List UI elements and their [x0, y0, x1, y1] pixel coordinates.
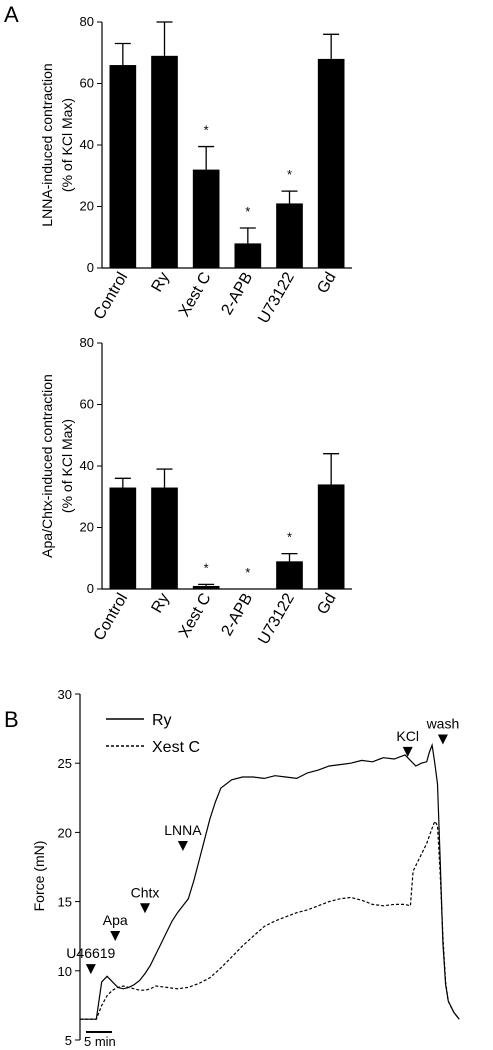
significance-marker: * [204, 123, 209, 138]
significance-marker: * [287, 530, 292, 545]
lnna-y-axis: 0 20 40 60 80 [80, 14, 352, 275]
apa-chtx-y-label-line2: (% of KCl Max) [59, 419, 75, 513]
force-traces [80, 742, 460, 1020]
annotation-arrow [177, 841, 188, 852]
annotation-label: LNNA [164, 822, 202, 838]
significance-marker: * [204, 560, 209, 575]
annotation-arrow [140, 903, 150, 914]
apa-chtx-y-label-line1: Apa/Chtx-induced contraction [39, 374, 55, 558]
annotation-label: U46619 [66, 945, 115, 961]
y-tick-label: 0 [87, 581, 94, 596]
scale-bar: 5 min [84, 1031, 116, 1049]
force-y-axis: 5 10 15 20 25 30 [58, 687, 81, 1048]
bar [276, 561, 303, 589]
bar [109, 487, 137, 589]
annotation-arrow [437, 734, 448, 745]
y-tick-label: 5 [65, 1033, 72, 1048]
y-tick-label: 40 [80, 458, 94, 473]
y-tick-label: 40 [80, 137, 94, 152]
lnna-bar-chart: 0 20 40 60 80 LNNA-induced contraction (% of… [39, 14, 352, 327]
bar [192, 169, 220, 268]
bar [234, 243, 262, 268]
annotation-arrow [402, 746, 413, 757]
panel-label-a: A [4, 2, 19, 27]
legend: Ry Xest C [106, 712, 200, 756]
y-tick-label: 60 [80, 397, 94, 412]
annotation-arrow [110, 930, 121, 941]
bar [192, 585, 220, 589]
significance-marker: * [245, 204, 250, 219]
annotation-label: Chtx [131, 884, 160, 900]
bar [317, 484, 345, 589]
category-label: Xest C [176, 270, 215, 320]
apa-chtx-bar-chart: 0 20 40 60 80 Apa/Chtx-induced contraction (… [39, 335, 352, 648]
trace-xest-c [80, 819, 460, 1020]
bar [151, 55, 178, 269]
scale-bar-label: 5 min [84, 1034, 116, 1049]
y-tick-label: 30 [58, 687, 72, 702]
force-y-label: Force (mN) [31, 841, 47, 912]
y-tick-label: 80 [80, 14, 94, 29]
y-tick-label: 20 [80, 199, 94, 214]
category-label: Ry [148, 591, 173, 616]
y-tick-label: 10 [58, 964, 72, 979]
panel-label-b: B [4, 707, 19, 732]
y-tick-label: 20 [80, 520, 94, 535]
bar [317, 58, 345, 269]
category-label: Xest C [176, 591, 215, 641]
y-tick-label: 80 [80, 335, 94, 350]
significance-marker: * [245, 565, 250, 580]
category-label: Ry [148, 270, 173, 295]
category-label: 2-APB [218, 270, 256, 319]
bar [109, 65, 137, 268]
annotation-label: KCl [396, 728, 419, 744]
legend-label-ry: Ry [152, 712, 172, 729]
apa-chtx-y-axis: 0 20 40 60 80 [80, 335, 352, 596]
annotation-arrow [85, 964, 96, 975]
y-tick-label: 25 [58, 756, 72, 771]
bar [151, 487, 178, 589]
category-label: Control [91, 270, 132, 323]
category-label: Gd [314, 270, 339, 297]
y-tick-label: 20 [58, 825, 72, 840]
lnna-y-label-line2: (% of KCl Max) [59, 98, 75, 192]
category-label: U73122 [255, 269, 298, 326]
significance-marker: * [287, 167, 292, 182]
category-label: Control [91, 591, 132, 644]
y-tick-label: 15 [58, 895, 72, 910]
trace-ry [80, 742, 460, 1020]
bar [276, 203, 303, 268]
category-label: 2-APB [218, 591, 256, 640]
category-label: U73122 [255, 590, 298, 647]
annotation-label: Apa [103, 912, 128, 928]
lnna-y-label-line1: LNNA-induced contraction [39, 63, 55, 226]
lnna-bars: * * * [109, 21, 345, 269]
y-tick-label: 0 [87, 260, 94, 275]
category-label: Gd [314, 591, 339, 618]
apa-chtx-bars: * * * [109, 453, 345, 589]
annotation-label: wash [426, 715, 460, 731]
y-tick-label: 60 [80, 76, 94, 91]
legend-label-xest-c: Xest C [152, 739, 200, 756]
